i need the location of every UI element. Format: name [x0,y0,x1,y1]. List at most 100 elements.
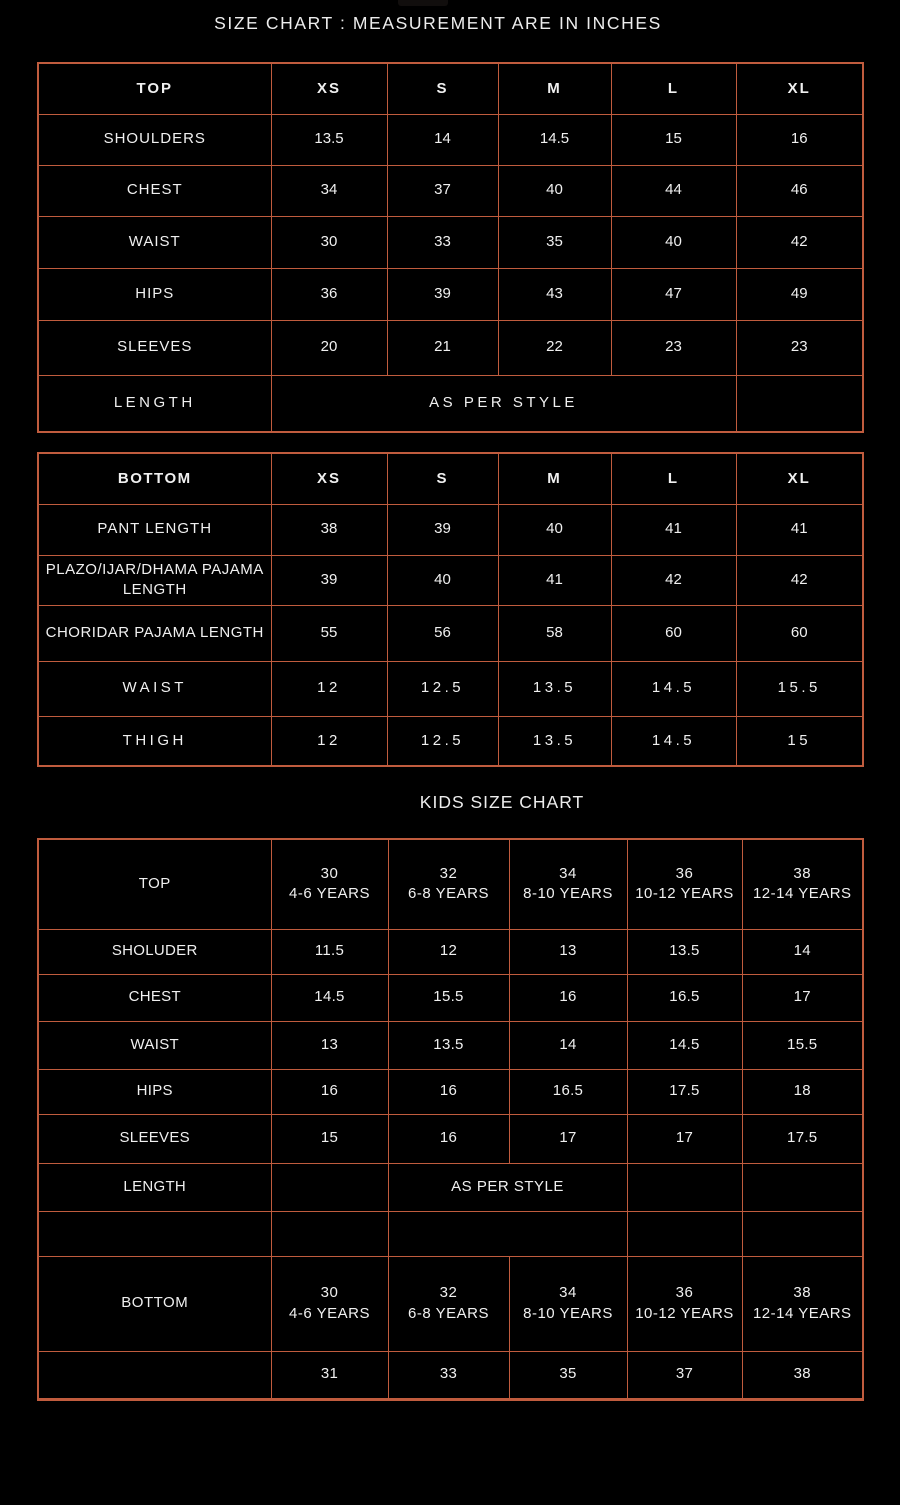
value-cell: 39 [270,554,388,606]
value-cell [735,374,864,433]
table-row: SHOLUDER 11.5 12 13 13.5 14 [37,928,864,975]
page-title: SIZE CHART : MEASUREMENT ARE IN INCHES [214,13,662,33]
size-header-cell: XS [270,62,388,115]
table-row [37,1210,864,1257]
value-cell: 13.5 [270,113,388,166]
size-header-cell: L [610,62,737,115]
row-label-cell [37,1350,272,1400]
value-cell: 17 [626,1113,743,1164]
size-header-cell: XL [735,62,864,115]
value-cell: 34 [270,164,388,217]
value-cell: 14 [741,928,864,975]
value-cell: 15.5 [387,973,510,1022]
table-row: SLEEVES 15 16 17 17 17.5 [37,1113,864,1164]
value-cell: 41 [497,554,612,606]
value-cell: 43 [497,267,612,321]
value-cell: 34 8-10 YEARS [508,1255,628,1352]
value-cell: 55 [270,604,388,662]
size-header-cell: XL [735,452,864,505]
table-row: SLEEVES 20 21 22 23 23 [37,319,864,376]
value-cell: 44 [610,164,737,217]
kids-size-chart-title: KIDS SIZE CHART [419,792,585,812]
kids-size-table: TOP 30 4-6 YEARS 32 6-8 YEARS 34 8-10 YEARS… [37,838,864,1401]
value-cell: 35 [508,1350,628,1400]
value-cell: 56 [386,604,499,662]
table-row: HIPS 36 39 43 47 49 [37,267,864,321]
row-label-cell: HIPS [37,1068,272,1115]
table-row: HIPS 16 16 16.5 17.5 18 [37,1068,864,1115]
value-cell: 49 [735,267,864,321]
value-cell: 41 [610,503,737,556]
value-cell: 16 [508,973,628,1022]
bottom-size-table: BOTTOM XS S M L XL PANT LENGTH 38 39 40 41 41 PLAZO/… [37,452,864,767]
value-cell: 38 12-14 YEARS [741,1255,864,1352]
value-cell: 16 [387,1068,510,1115]
table-row: LENGTH AS PER STYLE [37,1162,864,1212]
table-row: LENGTH AS PER STYLE [37,374,864,433]
value-cell: 31 [270,1350,389,1400]
size-header-cell: XS [270,452,388,505]
value-cell: 14 [386,113,499,166]
value-cell: 16 [270,1068,389,1115]
value-cell: 12 [387,928,510,975]
size-header-cell: 32 6-8 YEARS [387,838,510,930]
header-row: TOP 30 4-6 YEARS 32 6-8 YEARS 34 8-10 YEARS… [37,838,864,930]
table-row: WAIST 30 33 35 40 42 [37,215,864,269]
cropped-content-remnant [398,0,448,6]
value-cell [270,1162,389,1212]
value-cell: 15 [270,1113,389,1164]
size-header-cell: 38 12-14 YEARS [741,838,864,930]
value-cell: 17 [741,973,864,1022]
table-row: CHORIDAR PAJAMA LENGTH 55 56 58 60 60 [37,604,864,662]
value-cell: 39 [386,503,499,556]
table-row: WAIST 13 13.5 14 14.5 15.5 [37,1020,864,1070]
value-cell: 12.5 [386,715,499,767]
value-cell: 17 [508,1113,628,1164]
row-label-cell: SHOLUDER [37,928,272,975]
value-cell: 12 [270,715,388,767]
table-row: SHOULDERS 13.5 14 14.5 15 16 [37,113,864,166]
table-title-cell: BOTTOM [37,452,272,505]
value-cell: 16.5 [508,1068,628,1115]
row-label-cell: BOTTOM [37,1255,272,1352]
size-header-cell: 34 8-10 YEARS [508,838,628,930]
size-header-cell: 30 4-6 YEARS [270,838,389,930]
value-cell: 16 [735,113,864,166]
value-cell: 14.5 [626,1020,743,1070]
value-cell: 42 [735,215,864,269]
table-row: 31 33 35 37 38 [37,1350,864,1400]
table-row: WAIST 12 12.5 13.5 14.5 15.5 [37,660,864,717]
size-header-cell: M [497,62,612,115]
value-cell: 14.5 [610,715,737,767]
row-label-cell: SLEEVES [37,1113,272,1164]
value-cell: 40 [497,503,612,556]
value-cell: 23 [735,319,864,376]
row-label-cell: LENGTH [37,1162,272,1212]
value-cell: 60 [735,604,864,662]
header-row: TOP XS S M L XL [37,62,864,115]
row-label-cell: CHEST [37,164,272,217]
value-cell: 33 [387,1350,510,1400]
value-cell: 15 [610,113,737,166]
row-label-cell: PLAZO/IJAR/DHAMA PAJAMA LENGTH [37,554,272,606]
value-cell [626,1162,743,1212]
value-cell [741,1162,864,1212]
value-cell: 35 [497,215,612,269]
value-cell [270,1210,389,1257]
value-cell: 17.5 [626,1068,743,1115]
row-label-cell: WAIST [37,660,272,717]
value-cell: 22 [497,319,612,376]
value-cell: 14.5 [270,973,389,1022]
value-cell: 15.5 [735,660,864,717]
row-label-cell [37,1210,272,1257]
value-cell: 13.5 [387,1020,510,1070]
table-row: CHEST 34 37 40 44 46 [37,164,864,217]
table-row: CHEST 14.5 15.5 16 16.5 17 [37,973,864,1022]
value-cell: 14 [508,1020,628,1070]
size-header-cell: 36 10-12 YEARS [626,838,743,930]
row-label-cell: CHORIDAR PAJAMA LENGTH [37,604,272,662]
value-cell: AS PER STYLE [387,1162,628,1212]
value-cell: 41 [735,503,864,556]
value-cell: 11.5 [270,928,389,975]
